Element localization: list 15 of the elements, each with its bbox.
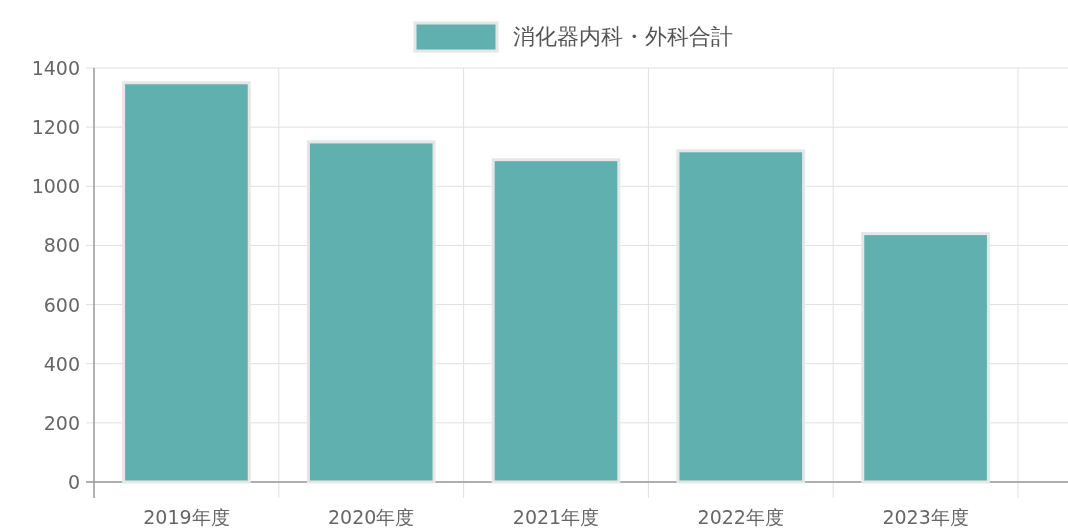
legend-label: 消化器内科・外科合計 xyxy=(513,24,733,49)
x-tick-label: 2023年度 xyxy=(882,506,969,528)
legend: 消化器内科・外科合計 xyxy=(413,21,733,53)
x-tick-label: 2019年度 xyxy=(143,506,230,528)
y-tick-label: 0 xyxy=(67,471,80,493)
y-tick-label: 600 xyxy=(43,293,80,316)
x-tick-label: 2021年度 xyxy=(512,506,600,528)
y-tick-label: 1400 xyxy=(31,57,80,79)
x-tick-label: 2020年度 xyxy=(328,506,415,528)
y-tick-label: 400 xyxy=(43,352,80,375)
y-tick-label: 200 xyxy=(43,411,80,434)
y-tick-label: 800 xyxy=(43,234,80,257)
x-tick-label: 2022年度 xyxy=(697,506,784,528)
y-tick-label: 1200 xyxy=(31,116,80,139)
y-tick-label: 1000 xyxy=(31,175,80,198)
